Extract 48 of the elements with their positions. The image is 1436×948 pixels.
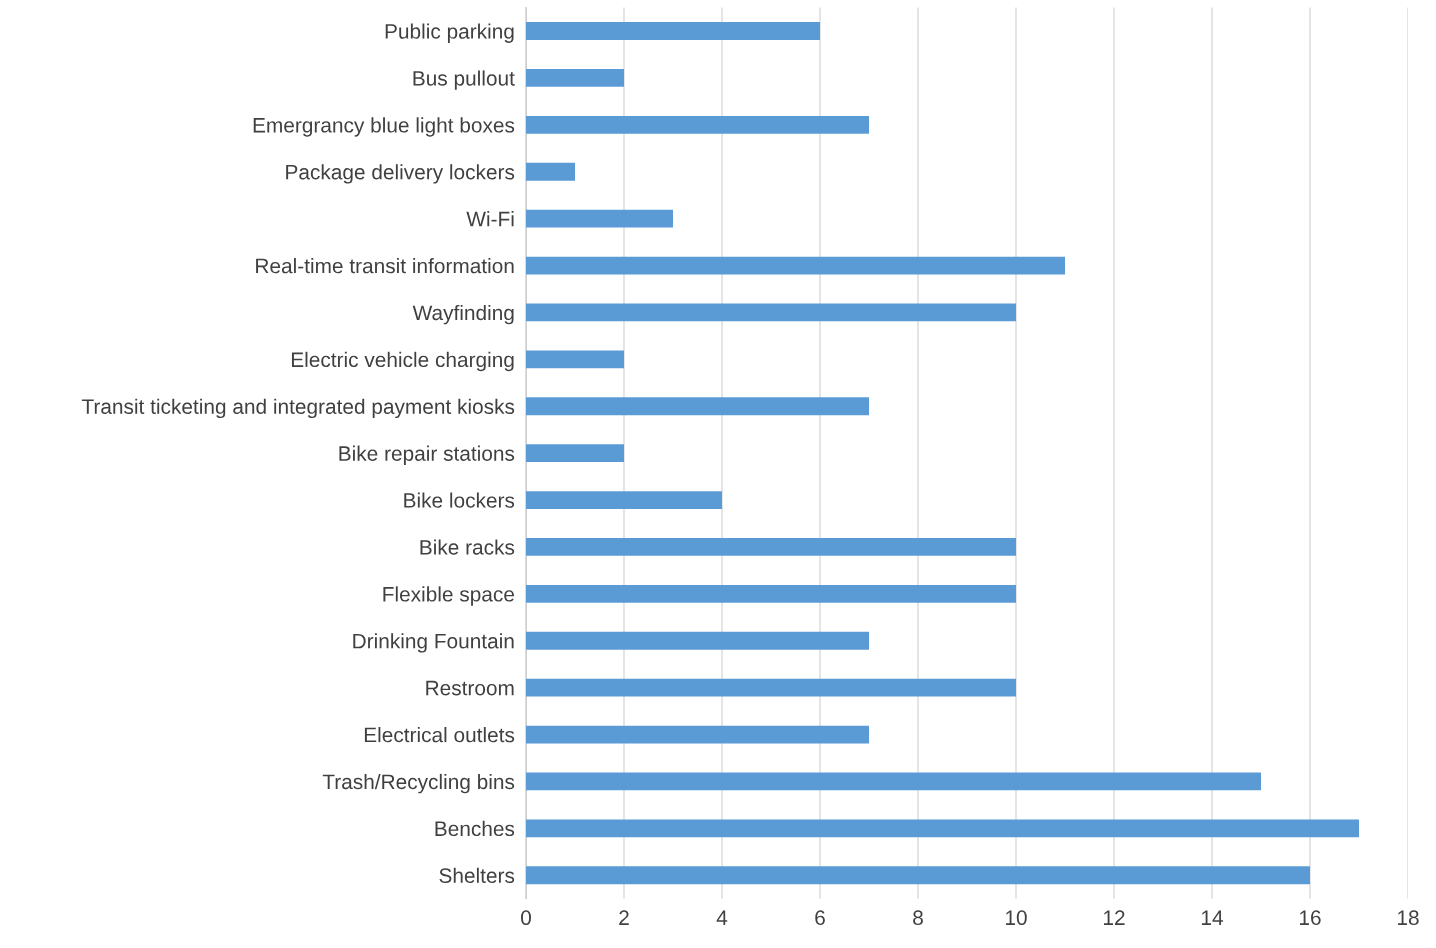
y-tick-label: Benches [435, 820, 515, 837]
y-tick-label: Emergrancy blue light boxes [253, 117, 515, 137]
x-tick-label: 8 [913, 910, 923, 926]
bar [526, 772, 1261, 791]
bar [526, 444, 624, 463]
y-tick-label: Restroom [426, 680, 514, 696]
y-tick-label: Transit ticketing and integrated payment kiosks [81, 398, 515, 419]
y-tick-label: Bike lockers [404, 492, 515, 508]
bar [526, 538, 1016, 556]
bar [526, 631, 869, 650]
bar [526, 725, 869, 744]
x-tick-label: 14 [1202, 910, 1223, 925]
bar [526, 491, 722, 509]
bar [526, 22, 820, 40]
y-tick-label: Electric vehicle charging [291, 351, 514, 372]
y-tick-label: Wi-Fi [466, 211, 514, 227]
y-tick-label: Real-time transit information [256, 257, 514, 274]
bar [526, 256, 1065, 275]
y-tick-label: Drinking Fountain [353, 633, 514, 653]
x-tick-label: 12 [1104, 910, 1125, 925]
y-tick-label: Trash/Recycling bins [322, 773, 515, 794]
bar [526, 303, 1016, 322]
y-tick-label: Bike repair stations [339, 445, 515, 466]
y-tick-label: Public parking [385, 23, 514, 43]
bar [526, 678, 1016, 697]
y-tick-label: Bike racks [420, 539, 515, 555]
x-tick-label: 4 [716, 910, 728, 925]
y-tick-label: Electrical outlets [364, 727, 515, 743]
y-tick-label: Flexible space [383, 586, 514, 606]
bar [526, 866, 1310, 885]
x-tick-label: 2 [619, 910, 629, 925]
x-tick-label: 18 [1398, 910, 1419, 926]
x-tick-label: 16 [1300, 910, 1321, 926]
bar [526, 819, 1359, 838]
bar [526, 209, 673, 228]
bar [526, 397, 869, 416]
x-tick-label: 10 [1006, 910, 1027, 926]
y-tick-label: Wayfinding [412, 304, 514, 325]
y-tick-label: Shelters [439, 867, 515, 884]
y-tick-label: Bus pullout [413, 70, 515, 90]
bar [526, 350, 624, 369]
bar [526, 162, 575, 181]
bar [526, 584, 1016, 603]
x-tick-label: 0 [521, 910, 531, 926]
x-tick-label: 6 [815, 910, 825, 926]
bar [526, 69, 624, 87]
bar [526, 115, 869, 134]
y-tick-label: Package delivery lockers [286, 164, 515, 184]
